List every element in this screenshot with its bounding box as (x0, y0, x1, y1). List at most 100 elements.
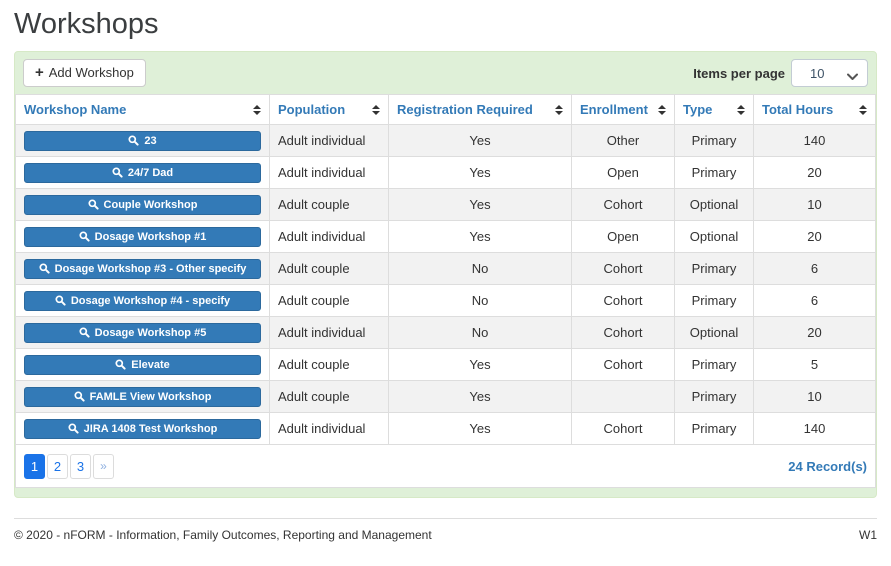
pager-row: 1 2 3 » 24 Record(s) (15, 445, 876, 488)
total-hours-cell: 20 (753, 156, 876, 189)
search-icon (115, 359, 126, 370)
total-hours-cell: 6 (753, 284, 876, 317)
workshop-name-cell: Dosage Workshop #1 (15, 220, 270, 253)
workshop-detail-button[interactable]: Couple Workshop (24, 194, 261, 215)
table-row: 23 Adult individual Yes Other Primary 14… (15, 124, 876, 157)
sort-icon[interactable] (555, 105, 563, 115)
workshop-name-label: Dosage Workshop #4 - specify (70, 294, 231, 307)
registration-required-cell: No (388, 252, 572, 285)
type-cell: Primary (674, 156, 754, 189)
type-cell: Primary (674, 348, 754, 381)
sort-icon[interactable] (253, 105, 261, 115)
page-title: Workshops (14, 8, 159, 40)
column-header-workshop-name[interactable]: Workshop Name (15, 94, 270, 125)
population-cell: Adult couple (269, 380, 389, 413)
table-row: JIRA 1408 Test Workshop Adult individual… (15, 412, 876, 445)
search-icon (79, 327, 90, 338)
search-icon (39, 263, 50, 274)
population-cell: Adult individual (269, 412, 389, 445)
footer-divider (14, 518, 877, 519)
total-hours-cell: 6 (753, 252, 876, 285)
workshop-name-label: Couple Workshop (103, 198, 198, 211)
workshop-name-label: Elevate (131, 358, 170, 371)
page-button-3[interactable]: 3 (70, 453, 91, 479)
search-icon (55, 295, 66, 306)
items-per-page: Items per page 10 (693, 59, 868, 87)
workshop-name-label: Dosage Workshop #5 (94, 326, 207, 339)
type-cell: Primary (674, 380, 754, 413)
next-page-button[interactable]: » (93, 453, 114, 479)
workshop-name-label: JIRA 1408 Test Workshop (83, 422, 218, 435)
column-header-population[interactable]: Population (269, 94, 389, 125)
column-label: Registration Required (397, 102, 533, 117)
record-count: 24 Record(s) (788, 458, 867, 474)
sort-icon[interactable] (737, 105, 745, 115)
add-workshop-button[interactable]: + Add Workshop (23, 59, 146, 87)
workshop-detail-button[interactable]: Elevate (24, 354, 261, 375)
registration-required-cell: Yes (388, 156, 572, 189)
site-code: W1 (859, 528, 877, 542)
column-label: Population (278, 102, 346, 117)
workshop-detail-button[interactable]: Dosage Workshop #1 (24, 226, 261, 247)
total-hours-cell: 10 (753, 380, 876, 413)
workshop-name-cell: Dosage Workshop #3 - Other specify (15, 252, 270, 285)
column-header-type[interactable]: Type (674, 94, 754, 125)
workshop-detail-button[interactable]: Dosage Workshop #4 - specify (24, 290, 261, 311)
registration-required-cell: Yes (388, 348, 572, 381)
table-row: Dosage Workshop #5 Adult individual No C… (15, 316, 876, 349)
column-header-enrollment[interactable]: Enrollment (571, 94, 675, 125)
workshop-detail-button[interactable]: FAMLE View Workshop (24, 386, 261, 407)
registration-required-cell: No (388, 284, 572, 317)
enrollment-cell: Other (571, 124, 675, 157)
enrollment-cell: Open (571, 220, 675, 253)
column-label: Enrollment (580, 102, 648, 117)
type-cell: Optional (674, 316, 754, 349)
workshop-detail-button[interactable]: 24/7 Dad (24, 162, 261, 183)
search-icon (128, 135, 139, 146)
page-button-2[interactable]: 2 (47, 453, 68, 479)
table-body: 23 Adult individual Yes Other Primary 14… (15, 124, 876, 445)
items-per-page-label: Items per page (693, 65, 785, 81)
workshop-detail-button[interactable]: Dosage Workshop #5 (24, 322, 261, 343)
total-hours-cell: 140 (753, 412, 876, 445)
copyright-text: © 2020 - nFORM - Information, Family Out… (14, 528, 432, 542)
workshop-name-cell: FAMLE View Workshop (15, 380, 270, 413)
sort-icon[interactable] (658, 105, 666, 115)
sort-icon[interactable] (372, 105, 380, 115)
workshop-detail-button[interactable]: JIRA 1408 Test Workshop (24, 418, 261, 439)
population-cell: Adult individual (269, 124, 389, 157)
enrollment-cell: Cohort (571, 316, 675, 349)
workshop-name-cell: 23 (15, 124, 270, 157)
page-footer: © 2020 - nFORM - Information, Family Out… (14, 528, 877, 542)
registration-required-cell: Yes (388, 124, 572, 157)
workshop-name-cell: Elevate (15, 348, 270, 381)
column-header-registration-required[interactable]: Registration Required (388, 94, 572, 125)
registration-required-cell: Yes (388, 412, 572, 445)
table-row: 24/7 Dad Adult individual Yes Open Prima… (15, 156, 876, 189)
plus-icon: + (35, 64, 44, 81)
items-per-page-select[interactable]: 10 (791, 59, 868, 87)
enrollment-cell: Cohort (571, 188, 675, 221)
search-icon (112, 167, 123, 178)
workshop-detail-button[interactable]: 23 (24, 130, 261, 151)
enrollment-cell: Cohort (571, 252, 675, 285)
workshop-name-cell: Couple Workshop (15, 188, 270, 221)
add-workshop-label: Add Workshop (48, 65, 134, 80)
table-header: Workshop Name Population Registration Re… (15, 94, 876, 125)
population-cell: Adult couple (269, 252, 389, 285)
type-cell: Primary (674, 252, 754, 285)
table-row: Dosage Workshop #3 - Other specify Adult… (15, 252, 876, 285)
enrollment-cell: Open (571, 156, 675, 189)
column-header-total-hours[interactable]: Total Hours (753, 94, 876, 125)
table-row: Dosage Workshop #4 - specify Adult coupl… (15, 284, 876, 317)
page-button-1[interactable]: 1 (24, 453, 45, 479)
population-cell: Adult couple (269, 188, 389, 221)
search-icon (68, 423, 79, 434)
enrollment-cell: Cohort (571, 412, 675, 445)
workshop-name-label: 23 (144, 134, 157, 147)
workshops-table: Workshop Name Population Registration Re… (15, 94, 876, 445)
sort-icon[interactable] (859, 105, 867, 115)
total-hours-cell: 20 (753, 220, 876, 253)
population-cell: Adult individual (269, 220, 389, 253)
workshop-detail-button[interactable]: Dosage Workshop #3 - Other specify (24, 258, 261, 279)
